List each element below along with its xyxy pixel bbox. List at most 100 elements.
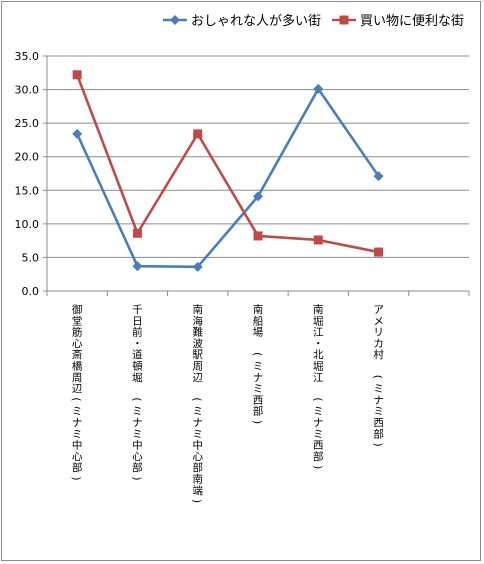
x-category-char: ナ — [192, 417, 203, 429]
x-category-char: ミ — [192, 428, 203, 440]
x-category-char: 江 — [313, 372, 324, 384]
x-category-char: 部 — [253, 405, 264, 418]
y-tick-label: 35.0 — [15, 50, 40, 63]
legend-entry: おしゃれな人が多い街 — [163, 13, 321, 29]
x-category-char: 中 — [192, 439, 203, 452]
x-category-char: 心 — [72, 451, 83, 463]
x-category-char: ナ — [313, 417, 324, 429]
x-category-char: 筋 — [72, 326, 83, 339]
x-category-char: 部 — [72, 461, 83, 474]
x-category-char: 橋 — [72, 360, 83, 373]
data-point — [374, 247, 384, 257]
x-category-char: ミ — [72, 406, 83, 418]
y-tick-label: 0.0 — [22, 285, 40, 298]
data-point — [193, 129, 203, 139]
x-category-char: 部 — [313, 450, 324, 463]
data-point — [313, 83, 324, 94]
x-category-char: ( — [251, 352, 263, 356]
x-category-char: ミ — [373, 383, 384, 395]
x-category-char: ミ — [132, 406, 143, 418]
x-category-char: ナ — [373, 394, 384, 406]
legend-marker — [170, 15, 180, 25]
x-category-char: リ — [373, 327, 384, 339]
x-category-char: 日 — [132, 315, 143, 327]
data-point — [192, 261, 203, 272]
x-category-char: 中 — [132, 439, 143, 452]
series-1 — [72, 83, 384, 272]
x-category-char: 部 — [132, 461, 143, 474]
x-category-char: ) — [311, 465, 323, 469]
x-category-char: ミ — [192, 406, 203, 418]
x-category-char: ) — [251, 420, 263, 424]
x-category-char: ) — [191, 499, 203, 503]
y-tick-label: 15.0 — [15, 184, 40, 197]
y-tick-label: 25.0 — [15, 117, 40, 130]
y-tick-label: 20.0 — [15, 151, 40, 164]
y-tick-label: 5.0 — [22, 251, 40, 264]
x-category-char: 南 — [192, 473, 203, 486]
series-line — [75, 87, 380, 269]
x-category-char: 堀 — [132, 372, 143, 384]
x-category-char: ミ — [313, 428, 324, 440]
x-category-char: ) — [130, 476, 142, 480]
x-category-char: 心 — [192, 451, 203, 463]
x-category-char: 千 — [132, 304, 143, 316]
x-category-char: ( — [70, 397, 82, 401]
legend-entry: 買い物に便利な街 — [332, 14, 464, 29]
x-category-char: 南 — [313, 303, 324, 316]
x-category-char: ( — [130, 397, 142, 401]
x-category-char: 部 — [373, 427, 384, 440]
x-category-char: 駅 — [192, 349, 203, 361]
x-category-char: ( — [372, 375, 384, 379]
x-category-char: 南 — [192, 303, 203, 316]
data-point — [373, 171, 384, 182]
x-category-char: ミ — [253, 361, 264, 373]
x-category-char: 前 — [132, 326, 143, 339]
x-category-char: ) — [372, 443, 384, 447]
x-category-char: 村 — [373, 348, 384, 361]
legend-label: 買い物に便利な街 — [360, 14, 464, 29]
axes — [43, 55, 470, 296]
legend-label: おしゃれな人が多い街 — [191, 13, 321, 29]
x-category-char: ) — [70, 476, 82, 480]
data-point — [132, 261, 143, 272]
x-category-char: 西 — [253, 394, 264, 406]
x-category-char: 頓 — [132, 360, 143, 373]
x-category-labels: 御堂筋心斎橋周辺(ミナミ中心部)千日前・道頓堀(ミナミ中心部)南海難波駅周辺(ミ… — [70, 303, 384, 503]
x-category-char: ミ — [253, 383, 264, 395]
x-category-char: ミ — [72, 428, 83, 440]
x-category-char: 場 — [253, 326, 264, 339]
data-point — [72, 128, 83, 139]
x-category-char: ア — [373, 304, 384, 316]
data-point — [132, 228, 142, 238]
x-category-char: ( — [191, 397, 203, 401]
legend-marker — [339, 15, 349, 25]
data-point — [72, 70, 82, 80]
data-point — [253, 191, 263, 202]
data-point — [253, 231, 263, 241]
y-tick-labels: 0.0 5.0 10.0 15.0 20.0 25.0 30.0 35.0 — [15, 50, 40, 298]
x-category-char: 斎 — [72, 348, 83, 361]
gridlines — [47, 55, 469, 258]
x-category-char: 難 — [192, 326, 203, 339]
series-2 — [72, 70, 384, 257]
x-category-char: 周 — [72, 372, 83, 384]
x-category-char: ミ — [132, 428, 143, 440]
x-category-char: ナ — [132, 417, 143, 429]
x-category-char: 南 — [253, 303, 264, 316]
x-category-char: 部 — [192, 461, 203, 474]
x-category-char: ( — [311, 397, 323, 401]
x-category-char: 西 — [313, 440, 324, 452]
x-category-char: 御 — [72, 303, 83, 316]
x-category-char: ・ — [313, 338, 324, 350]
x-category-char: 道 — [132, 348, 143, 361]
x-category-char: 海 — [192, 314, 203, 327]
x-category-char: ミ — [373, 406, 384, 418]
